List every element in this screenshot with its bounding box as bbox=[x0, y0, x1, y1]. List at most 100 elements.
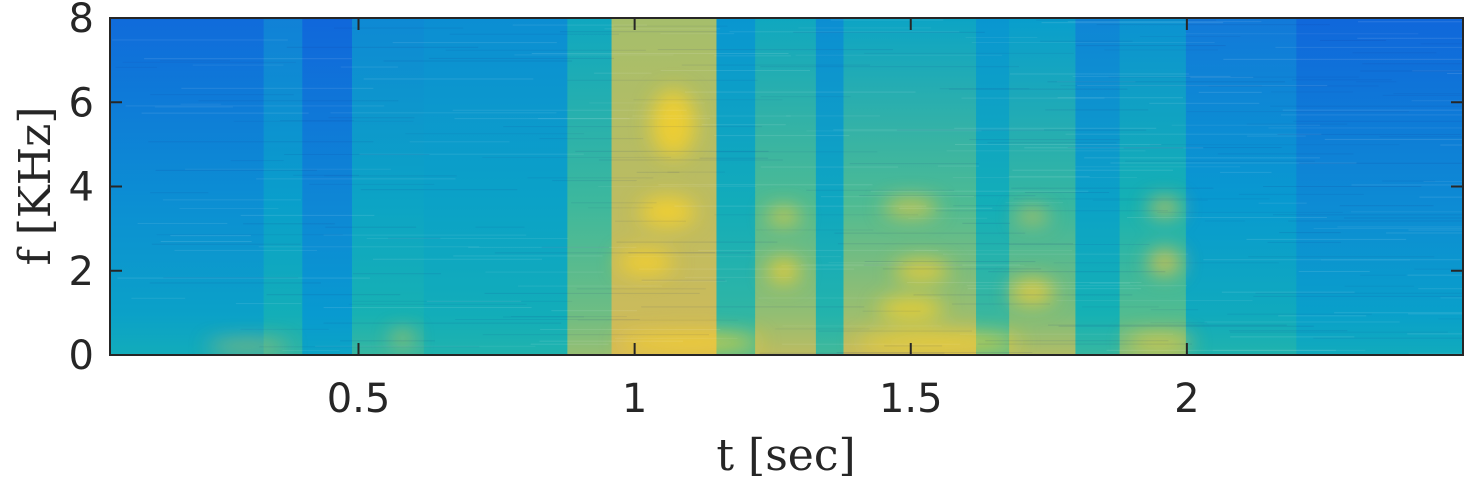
striation-line bbox=[1150, 322, 1208, 324]
striation-line bbox=[551, 310, 637, 312]
striation-line bbox=[948, 88, 1128, 90]
striation-line bbox=[849, 163, 979, 165]
striation-line bbox=[185, 168, 391, 170]
striation-line bbox=[962, 222, 1011, 224]
striation-line bbox=[1362, 63, 1463, 65]
striation-line bbox=[1110, 162, 1357, 164]
striation-line bbox=[977, 343, 1192, 345]
striation-line bbox=[1288, 220, 1463, 222]
striation-line bbox=[149, 282, 321, 284]
striation-line bbox=[1408, 229, 1463, 231]
striation-line bbox=[1411, 100, 1463, 102]
striation-line bbox=[1036, 19, 1217, 21]
striation-line bbox=[627, 256, 841, 258]
energy-region bbox=[855, 333, 1022, 351]
striation-line bbox=[125, 105, 385, 107]
striation-line bbox=[1076, 45, 1226, 47]
striation-line bbox=[615, 220, 686, 222]
striation-line bbox=[714, 214, 919, 216]
striation-line bbox=[1072, 75, 1231, 77]
striation-line bbox=[1024, 147, 1204, 149]
striation-line bbox=[1357, 37, 1463, 39]
striation-line bbox=[309, 183, 435, 185]
striation-line bbox=[604, 28, 721, 30]
striation-line bbox=[541, 246, 610, 248]
striation-line bbox=[971, 42, 1215, 44]
striation-line bbox=[259, 346, 480, 348]
striation-line bbox=[639, 268, 855, 270]
striation-line bbox=[537, 118, 710, 120]
striation-line bbox=[782, 325, 942, 327]
striation-line bbox=[1337, 226, 1463, 228]
striation-line bbox=[907, 282, 1142, 284]
spectrogram-segment bbox=[1296, 18, 1463, 355]
striation-line bbox=[160, 60, 230, 62]
striation-line bbox=[162, 199, 302, 201]
striation-line bbox=[454, 118, 630, 120]
striation-line bbox=[1351, 184, 1463, 186]
striation-line bbox=[613, 25, 728, 27]
x-tick-label: 1 bbox=[622, 376, 647, 422]
striation-line bbox=[286, 46, 479, 48]
striation-line bbox=[174, 249, 318, 251]
striation-line bbox=[942, 253, 1189, 255]
striation-line bbox=[588, 207, 654, 209]
y-axis-ticks: 0 2 4 6 8 bbox=[69, 0, 1463, 379]
striation-line bbox=[658, 184, 873, 186]
striation-line bbox=[485, 271, 604, 273]
striation-line bbox=[1075, 166, 1241, 168]
y-tick-label: 4 bbox=[69, 165, 94, 211]
striation-line bbox=[758, 297, 941, 299]
striation-line bbox=[701, 124, 786, 126]
striation-line bbox=[170, 235, 251, 237]
striation-line bbox=[870, 190, 1089, 192]
spectrogram-segments bbox=[110, 18, 1463, 355]
striation-line bbox=[1246, 123, 1348, 125]
striation-line bbox=[240, 214, 375, 216]
striation-line bbox=[834, 232, 1026, 234]
x-axis-label: t [sec] bbox=[716, 430, 855, 480]
striation-line bbox=[284, 154, 430, 156]
striation-line bbox=[352, 300, 573, 302]
striation-line bbox=[1217, 153, 1354, 155]
striation-line bbox=[1139, 36, 1241, 38]
striation-line bbox=[1270, 105, 1463, 107]
striation-line bbox=[1412, 70, 1463, 72]
striation-line bbox=[884, 345, 943, 347]
striation-line bbox=[1279, 232, 1341, 234]
striation-line bbox=[1056, 81, 1136, 83]
striation-line bbox=[616, 241, 778, 243]
striation-line bbox=[151, 243, 301, 245]
striation-line bbox=[714, 135, 850, 137]
striation-line bbox=[1293, 120, 1463, 122]
striation-line bbox=[243, 223, 335, 225]
spectrogram-segment bbox=[716, 18, 758, 355]
striation-line bbox=[1046, 356, 1186, 357]
striation-line bbox=[325, 226, 417, 228]
striation-line bbox=[1220, 171, 1272, 173]
striation-line bbox=[818, 330, 973, 332]
striation-line bbox=[614, 337, 738, 339]
spectrogram-segment bbox=[1119, 18, 1188, 355]
striation-line bbox=[657, 49, 893, 51]
striation-line bbox=[531, 52, 789, 54]
striation-line bbox=[1106, 349, 1336, 351]
energy-region bbox=[767, 207, 801, 225]
striation-line bbox=[1096, 24, 1330, 26]
striation-line bbox=[759, 352, 945, 354]
striation-line bbox=[482, 334, 709, 336]
x-tick-label: 2 bbox=[1174, 376, 1199, 422]
striation-line bbox=[1419, 196, 1463, 198]
striation-line bbox=[392, 42, 557, 44]
striation-line bbox=[181, 87, 374, 89]
striation-line bbox=[527, 177, 654, 179]
striation-line bbox=[150, 192, 209, 194]
striation-line bbox=[863, 264, 963, 266]
striation-line bbox=[1344, 285, 1415, 287]
striation-line bbox=[1067, 147, 1282, 149]
striation-line bbox=[1040, 40, 1133, 42]
striation-line bbox=[428, 57, 615, 59]
striation-line bbox=[1203, 259, 1461, 261]
striation-line bbox=[279, 120, 355, 122]
striation-line bbox=[453, 255, 603, 257]
